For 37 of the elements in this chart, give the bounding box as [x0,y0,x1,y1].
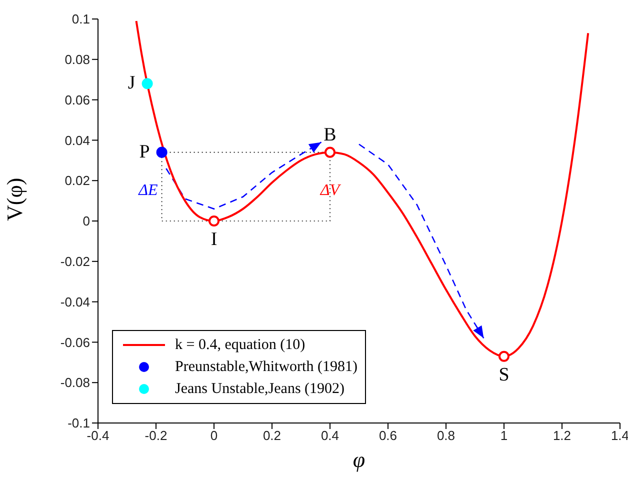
y-tick-label: 0 [82,214,90,229]
x-axis-title: φ [352,447,366,472]
point [324,146,336,158]
y-tick-label: -0.1 [68,416,90,431]
y-axis-title: V(φ) [2,178,27,221]
annotation: J [128,72,136,94]
x-tick-label: 0 [210,428,218,444]
y-tick-label: 0.06 [64,92,90,108]
annotation: S [498,364,510,386]
y-tick-label: 0.08 [64,52,90,68]
annotation: ΔV [319,182,342,200]
y-tick-label: -0.02 [60,254,90,270]
x-tick-label: -0.2 [144,428,168,444]
annotation: ΔE [138,182,158,200]
annotation: P [139,141,150,162]
point [142,78,153,90]
x-tick-label: 1.2 [552,428,572,444]
point [498,350,510,362]
legend-label: Jeans Unstable,Jeans (1902) [175,380,345,398]
y-tick-label: 0.02 [64,173,90,188]
x-tick-label: -0.4 [86,428,110,444]
y-tick-label: -0.08 [60,375,90,390]
annotation: B [324,124,336,146]
x-tick-label: 0.8 [436,428,456,444]
y-tick-label: 0.1 [72,12,90,27]
x-tick-label: 0.2 [262,428,282,444]
y-tick-label: -0.04 [60,294,90,310]
x-tick-label: 0.4 [320,428,340,444]
y-tick-label: 0.04 [64,132,90,148]
x-tick-label: 0.6 [378,428,398,444]
legend-label: Preunstable,Whitworth (1981) [175,358,358,376]
y-tick-label: -0.06 [60,334,90,350]
annotation: I [210,229,218,250]
point [208,215,220,227]
legend-label: k = 0.4, equation (10) [175,336,306,354]
point [156,146,168,158]
x-tick-label: 1 [500,428,508,444]
